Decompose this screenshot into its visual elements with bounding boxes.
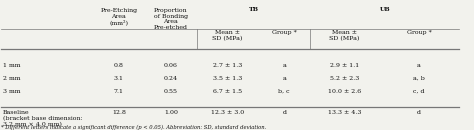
Text: TB: TB (248, 7, 258, 12)
Text: Pre-Etching
Area
(mm²): Pre-Etching Area (mm²) (100, 8, 137, 25)
Text: Proportion
of Bonding
Area
Pre-etched: Proportion of Bonding Area Pre-etched (154, 8, 188, 30)
Text: 5.2 ± 2.3: 5.2 ± 2.3 (330, 76, 359, 81)
Text: Group *: Group * (272, 30, 297, 35)
Text: b, c: b, c (278, 89, 290, 94)
Text: d: d (417, 110, 421, 115)
Text: 12.3 ± 3.0: 12.3 ± 3.0 (211, 110, 244, 115)
Text: 2.7 ± 1.3: 2.7 ± 1.3 (213, 63, 242, 67)
Text: 3 mm: 3 mm (3, 89, 20, 94)
Text: Mean ±
SD (MPa): Mean ± SD (MPa) (212, 30, 243, 41)
Text: 1.00: 1.00 (164, 110, 178, 115)
Text: 0.8: 0.8 (114, 63, 124, 67)
Text: Group *: Group * (407, 30, 431, 35)
Text: c, d: c, d (413, 89, 425, 94)
Text: 2.9 ± 1.1: 2.9 ± 1.1 (330, 63, 359, 67)
Text: 12.8: 12.8 (112, 110, 126, 115)
Text: 0.06: 0.06 (164, 63, 178, 67)
Text: 1 mm: 1 mm (3, 63, 20, 67)
Text: UB: UB (379, 7, 390, 12)
Text: Baseline
(bracket base dimension:
3.2 mm × 4.0 mm): Baseline (bracket base dimension: 3.2 mm… (3, 110, 82, 127)
Text: 13.3 ± 4.3: 13.3 ± 4.3 (328, 110, 361, 115)
Text: a: a (283, 76, 286, 81)
Text: 2 mm: 2 mm (3, 76, 20, 81)
Text: d: d (282, 110, 286, 115)
Text: a: a (283, 63, 286, 67)
Text: 6.7 ± 1.5: 6.7 ± 1.5 (213, 89, 242, 94)
Text: 0.24: 0.24 (164, 76, 178, 81)
Text: * Different letters indicate a significant difference (p < 0.05). Abbreviation: : * Different letters indicate a significa… (0, 124, 266, 130)
Text: a: a (417, 63, 421, 67)
Text: 0.55: 0.55 (164, 89, 178, 94)
Text: 3.1: 3.1 (114, 76, 124, 81)
Text: 3.5 ± 1.3: 3.5 ± 1.3 (213, 76, 242, 81)
Text: 7.1: 7.1 (114, 89, 124, 94)
Text: a, b: a, b (413, 76, 425, 81)
Text: Mean ±
SD (MPa): Mean ± SD (MPa) (329, 30, 360, 41)
Text: 10.0 ± 2.6: 10.0 ± 2.6 (328, 89, 361, 94)
